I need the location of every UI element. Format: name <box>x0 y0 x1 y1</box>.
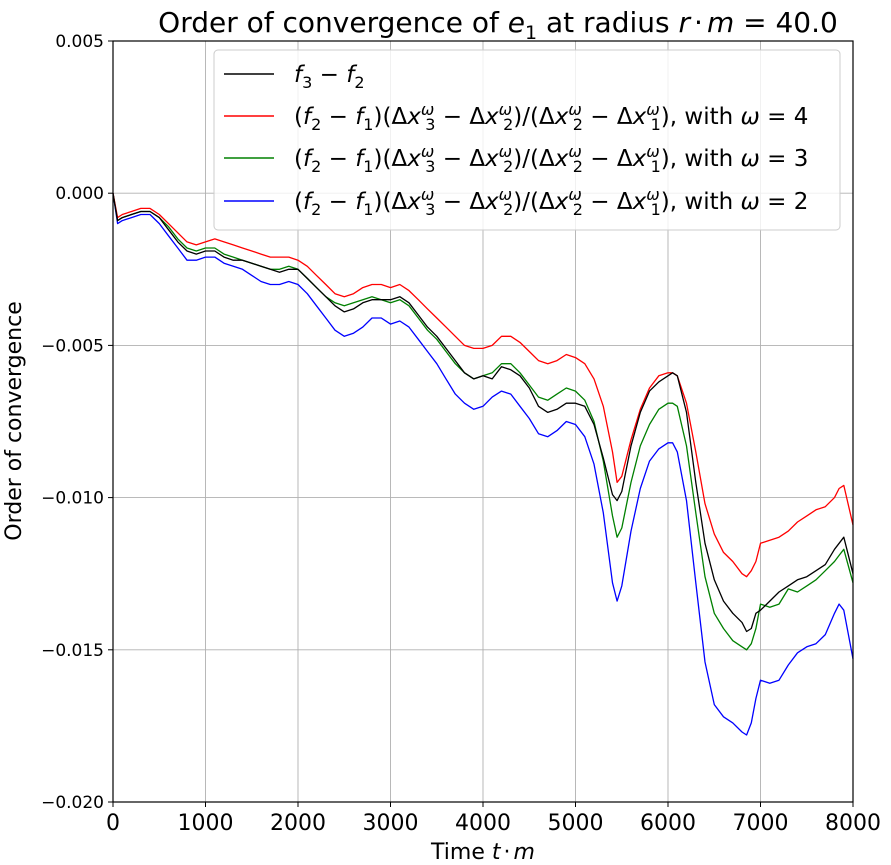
legend-label: f3 − f2 <box>294 62 365 92</box>
legend-label: (f2 − f1)(Δxω 3 − Δxω 2)/(Δxω 2 − Δxω 1), wi… <box>294 142 808 176</box>
series-lines <box>112 193 854 736</box>
legend-box <box>213 49 841 231</box>
y-tick-label: −0.015 <box>41 641 104 661</box>
legend-entry: f3 − f2 <box>224 62 365 92</box>
x-axis-label: Time t · m <box>430 840 535 865</box>
legend-entry: (f2 − f1)(Δxω 3 − Δxω 2)/(Δxω 2 − Δxω 1), wi… <box>224 100 808 134</box>
y-tick-label: 0.000 <box>55 184 104 204</box>
plot-frame <box>112 40 854 803</box>
chart-title: Order of convergence of e1 at radius r · m… <box>158 6 838 44</box>
x-tick-label: 0 <box>106 811 120 836</box>
x-tick-label: 7000 <box>733 811 789 836</box>
legend: f3 − f2 (f2 − f1)(Δxω 3 − Δxω 2)/(Δxω 2 − Δ… <box>213 49 841 231</box>
series-line <box>112 193 854 651</box>
legend-entry: (f2 − f1)(Δxω 3 − Δxω 2)/(Δxω 2 − Δxω 1), wi… <box>224 142 808 176</box>
x-tick-label: 1000 <box>178 811 234 836</box>
x-tick-label: 2000 <box>270 811 326 836</box>
y-tick-label: −0.005 <box>41 336 104 356</box>
x-tick-label: 4000 <box>455 811 511 836</box>
x-tick-label: 8000 <box>825 811 881 836</box>
y-tick-label: −0.010 <box>41 489 104 509</box>
x-tick-label: 5000 <box>548 811 604 836</box>
series-line <box>112 193 854 633</box>
legend-label: (f2 − f1)(Δxω 3 − Δxω 2)/(Δxω 2 − Δxω 1), wi… <box>294 185 808 219</box>
legend-label: (f2 − f1)(Δxω 3 − Δxω 2)/(Δxω 2 − Δxω 1), wi… <box>294 100 808 134</box>
series-line <box>112 193 854 736</box>
y-tick-label: −0.020 <box>41 793 104 813</box>
y-tick-label: 0.005 <box>55 32 104 52</box>
x-tick-label: 6000 <box>640 811 696 836</box>
series-line <box>112 193 854 578</box>
x-tick-label: 3000 <box>363 811 419 836</box>
y-axis-label: Order of convergence <box>2 301 27 541</box>
axis-ticks: 0 1000 2000 3000 4000 5000 6000 7000 8000 0.005 0.… <box>41 32 881 836</box>
legend-entry: (f2 − f1)(Δxω 3 − Δxω 2)/(Δxω 2 − Δxω 1), wi… <box>224 185 808 219</box>
